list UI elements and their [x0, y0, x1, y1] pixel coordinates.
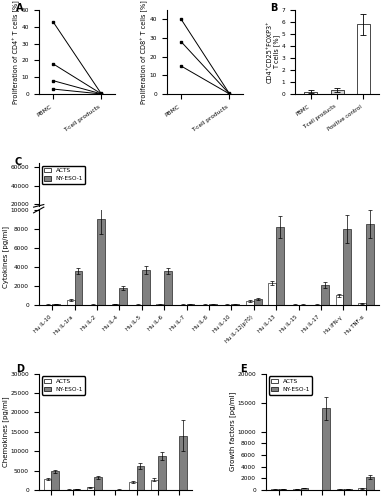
- Y-axis label: CD4⁺CD25⁺FOXP3⁺
T cells [%]: CD4⁺CD25⁺FOXP3⁺ T cells [%]: [266, 21, 280, 84]
- Bar: [358, 488, 366, 490]
- Bar: [321, 220, 329, 222]
- Text: D: D: [16, 364, 24, 374]
- Y-axis label: Proliferation of CD8⁺ T cells [%]: Proliferation of CD8⁺ T cells [%]: [141, 0, 148, 104]
- Bar: [87, 488, 94, 490]
- Bar: [344, 489, 352, 490]
- Bar: [268, 283, 276, 305]
- Bar: [73, 489, 80, 490]
- Legend: ACTS, NY-ESO-1: ACTS, NY-ESO-1: [269, 376, 312, 394]
- Bar: [119, 220, 127, 222]
- Bar: [111, 304, 119, 305]
- Bar: [321, 285, 329, 305]
- Bar: [357, 24, 370, 94]
- Bar: [279, 489, 286, 490]
- Bar: [330, 90, 344, 94]
- Bar: [97, 220, 105, 305]
- Bar: [156, 304, 164, 305]
- Bar: [52, 304, 60, 305]
- Bar: [343, 229, 351, 305]
- Bar: [137, 466, 144, 490]
- Bar: [301, 488, 308, 490]
- Bar: [268, 220, 276, 222]
- Y-axis label: Growth factors [pg/ml]: Growth factors [pg/ml]: [229, 392, 236, 471]
- Text: A: A: [16, 4, 23, 14]
- Bar: [75, 219, 82, 222]
- Bar: [366, 214, 374, 222]
- Bar: [97, 214, 105, 222]
- Bar: [293, 489, 301, 490]
- Bar: [142, 270, 150, 305]
- Bar: [187, 304, 194, 305]
- Bar: [151, 480, 158, 490]
- Bar: [44, 479, 51, 490]
- Bar: [246, 301, 254, 305]
- Legend: ACTS, NY-ESO-1: ACTS, NY-ESO-1: [42, 166, 85, 184]
- Text: C: C: [15, 158, 22, 168]
- Bar: [209, 304, 217, 305]
- Bar: [276, 227, 284, 305]
- Bar: [75, 271, 82, 305]
- Y-axis label: Proliferation of CD4⁺ T cells [%]: Proliferation of CD4⁺ T cells [%]: [13, 0, 20, 104]
- Bar: [322, 408, 330, 490]
- Bar: [254, 300, 262, 305]
- Y-axis label: Cytokines [pg/ml]: Cytokines [pg/ml]: [2, 226, 9, 288]
- Text: E: E: [241, 364, 247, 374]
- Bar: [51, 472, 59, 490]
- Bar: [142, 219, 150, 222]
- Y-axis label: Chemokines [pg/ml]: Chemokines [pg/ml]: [2, 396, 9, 467]
- Bar: [119, 288, 127, 305]
- Bar: [366, 477, 374, 490]
- Bar: [94, 477, 101, 490]
- Bar: [336, 296, 343, 305]
- Bar: [67, 300, 75, 305]
- Text: B: B: [270, 4, 277, 14]
- Bar: [304, 92, 317, 94]
- Bar: [158, 456, 166, 490]
- Legend: ACTS, NY-ESO-1: ACTS, NY-ESO-1: [42, 376, 85, 394]
- Bar: [343, 215, 351, 222]
- Bar: [164, 219, 172, 222]
- Bar: [129, 482, 137, 490]
- Bar: [358, 303, 366, 305]
- Bar: [231, 304, 239, 305]
- Bar: [164, 271, 172, 305]
- Bar: [366, 224, 374, 305]
- Bar: [276, 215, 284, 222]
- Bar: [179, 436, 187, 490]
